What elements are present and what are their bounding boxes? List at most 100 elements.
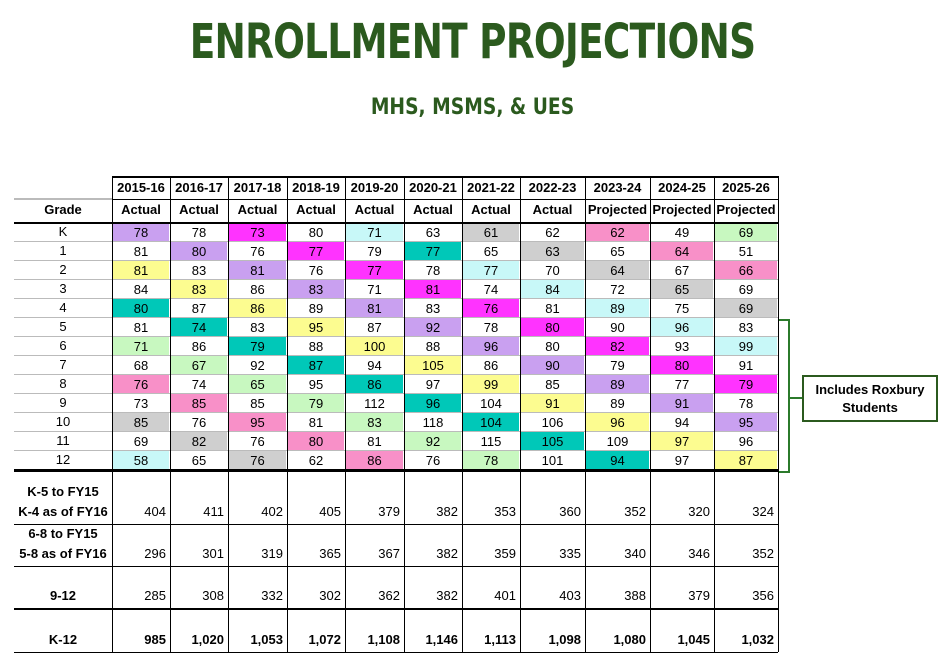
enrollment-cell: 76	[171, 413, 227, 431]
enrollment-cell: 82	[586, 337, 649, 355]
bracket-line	[789, 397, 802, 399]
enrollment-cell: 83	[346, 413, 403, 431]
page-subtitle: MHS, MSMS, & UES	[370, 95, 575, 120]
summary-value: 319	[261, 546, 283, 561]
enrollment-cell: 91	[521, 394, 584, 412]
enrollment-cell: 77	[405, 242, 461, 260]
year-header: 2023-24	[593, 180, 642, 195]
enrollment-cell: 94	[346, 356, 403, 374]
summary-value: 340	[624, 546, 646, 561]
grade-label: 7	[59, 357, 67, 372]
year-header: 2015-16	[117, 180, 165, 195]
enrollment-cell: 89	[288, 299, 344, 317]
enrollment-cell: 80	[521, 337, 584, 355]
enrollment-cell: 94	[586, 451, 649, 469]
enrollment-cell: 118	[405, 413, 461, 431]
grid-line	[112, 176, 778, 178]
year-header: 2025-26	[722, 180, 770, 195]
summary-value: 1,098	[548, 632, 581, 647]
summary-value: 285	[144, 588, 166, 603]
enrollment-cell: 83	[171, 261, 227, 279]
enrollment-cell: 69	[715, 299, 777, 317]
enrollment-cell: 85	[171, 394, 227, 412]
summary-value: 405	[319, 504, 341, 519]
enrollment-cell: 64	[651, 242, 713, 260]
enrollment-cell: 87	[346, 318, 403, 336]
grade-label: 9	[59, 395, 67, 410]
summary-value: 332	[261, 588, 283, 603]
enrollment-cell: 71	[113, 337, 169, 355]
enrollment-cell: 79	[229, 337, 286, 355]
enrollment-cell: 99	[715, 337, 777, 355]
enrollment-cell: 65	[229, 375, 286, 393]
enrollment-cell: 65	[171, 451, 227, 469]
summary-value: 985	[144, 632, 166, 647]
enrollment-cell: 81	[288, 413, 344, 431]
enrollment-cell: 62	[288, 451, 344, 469]
enrollment-cell: 77	[463, 261, 519, 279]
summary-value: 356	[752, 588, 774, 603]
enrollment-cell: 87	[715, 451, 777, 469]
enrollment-cell: 86	[463, 356, 519, 374]
enrollment-cell: 83	[229, 318, 286, 336]
enrollment-cell: 106	[521, 413, 584, 431]
summary-value: 296	[144, 546, 166, 561]
enrollment-cell: 82	[171, 432, 227, 450]
summary-value: 324	[752, 504, 774, 519]
year-header: 2021-22	[467, 180, 515, 195]
grade-label: 2	[59, 262, 67, 277]
summary-value: 379	[378, 504, 400, 519]
type-header: Actual	[471, 202, 511, 217]
enrollment-cell: 87	[171, 299, 227, 317]
enrollment-cell: 79	[346, 242, 403, 260]
bracket-line	[779, 471, 789, 473]
summary-label: K-12	[48, 632, 78, 647]
enrollment-cell: 109	[586, 432, 649, 450]
enrollment-cell: 86	[229, 299, 286, 317]
enrollment-cell: 81	[346, 432, 403, 450]
summary-value: 362	[378, 588, 400, 603]
grade-label: 12	[55, 452, 71, 467]
enrollment-cell: 97	[651, 432, 713, 450]
year-header: 2018-19	[292, 180, 340, 195]
year-header: 2019-20	[350, 180, 399, 195]
enrollment-cell: 76	[405, 451, 461, 469]
enrollment-cell: 76	[113, 375, 169, 393]
enrollment-cell: 105	[405, 356, 461, 374]
enrollment-cell: 74	[463, 280, 519, 298]
enrollment-cell: 79	[586, 356, 649, 374]
enrollment-cell: 76	[229, 432, 286, 450]
page-title: ENROLLMENT PROJECTIONS	[189, 14, 756, 70]
year-header: 2020-21	[409, 180, 457, 195]
enrollment-cell: 95	[715, 413, 777, 431]
enrollment-cell: 97	[651, 451, 713, 469]
grid-line	[14, 431, 778, 432]
summary-label: K-4 as of FY16	[18, 504, 108, 519]
enrollment-cell: 72	[586, 280, 649, 298]
enrollment-cell: 96	[651, 318, 713, 336]
type-header: Projected	[587, 202, 648, 217]
enrollment-cell: 80	[171, 242, 227, 260]
grid-line	[287, 176, 288, 652]
summary-value: 360	[559, 504, 581, 519]
summary-value: 1,113	[484, 632, 516, 647]
enrollment-cell: 78	[171, 223, 227, 241]
enrollment-cell: 101	[521, 451, 584, 469]
summary-value: 346	[688, 546, 710, 561]
enrollment-cell: 75	[651, 299, 713, 317]
summary-value: 382	[436, 588, 458, 603]
enrollment-cell: 74	[171, 318, 227, 336]
enrollment-cell: 83	[405, 299, 461, 317]
enrollment-cell: 91	[715, 356, 777, 374]
summary-value: 352	[752, 546, 774, 561]
summary-value: 302	[319, 588, 341, 603]
summary-value: 353	[494, 504, 516, 519]
summary-value: 1,146	[425, 632, 458, 647]
grid-line	[14, 450, 778, 451]
enrollment-cell: 78	[715, 394, 777, 412]
summary-value: 388	[624, 588, 646, 603]
grid-line	[14, 566, 778, 567]
summary-value: 1,108	[367, 632, 400, 647]
enrollment-cell: 78	[463, 451, 519, 469]
enrollment-cell: 90	[586, 318, 649, 336]
